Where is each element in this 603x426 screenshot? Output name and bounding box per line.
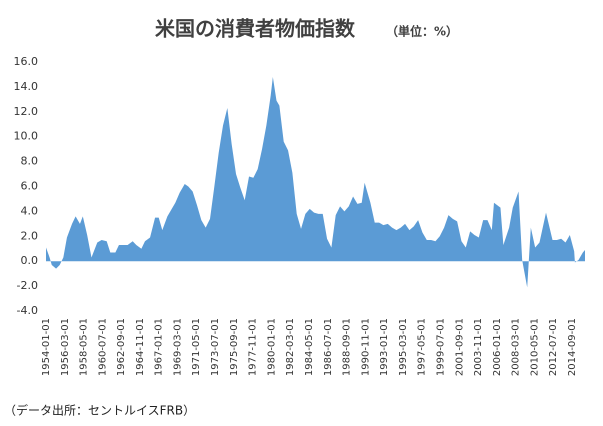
x-tick-label: 2008-03-01 xyxy=(511,318,522,376)
x-tick-label: 1988-09-01 xyxy=(342,318,353,376)
x-tick-label: 1997-05-01 xyxy=(417,318,428,376)
y-tick-label: 8.0 xyxy=(21,155,39,168)
x-tick-label: 2006-01-01 xyxy=(492,318,503,376)
x-tick-label: 2014-09-01 xyxy=(567,318,578,376)
x-tick-label: 2003-11-01 xyxy=(473,318,484,376)
x-tick-label: 2010-05-01 xyxy=(529,318,540,376)
chart-subtitle: （単位：%） xyxy=(386,24,458,39)
y-tick-label: 14.0 xyxy=(14,80,39,93)
x-tick-label: 1990-11-01 xyxy=(360,318,371,376)
x-tick-label: 1973-07-01 xyxy=(210,318,221,376)
x-tick-label: 1993-01-01 xyxy=(379,318,390,376)
x-tick-label: 1964-11-01 xyxy=(135,318,146,376)
x-tick-label: 1977-11-01 xyxy=(248,318,259,376)
x-tick-label: 1980-01-01 xyxy=(266,318,277,376)
x-tick-label: 1960-07-01 xyxy=(97,318,108,376)
x-tick-label: 1986-07-01 xyxy=(323,318,334,376)
y-tick-label: 4.0 xyxy=(21,204,39,217)
x-tick-label: 1995-03-01 xyxy=(398,318,409,376)
y-tick-label: 16.0 xyxy=(14,55,39,68)
source-note: （データ出所：セントルイスFRB） xyxy=(4,403,195,418)
y-tick-label: 10.0 xyxy=(14,130,39,143)
x-tick-label: 1969-03-01 xyxy=(172,318,183,376)
x-tick-label: 1962-09-01 xyxy=(116,318,127,376)
x-tick-label: 1967-01-01 xyxy=(154,318,165,376)
y-tick-label: 2.0 xyxy=(21,229,39,242)
x-tick-label: 1984-05-01 xyxy=(304,318,315,376)
y-tick-label: 6.0 xyxy=(21,180,39,193)
x-tick-label: 1982-03-01 xyxy=(285,318,296,376)
y-tick-label: 0.0 xyxy=(21,254,39,267)
x-tick-label: 1956-03-01 xyxy=(60,318,71,376)
x-tick-label: 1971-05-01 xyxy=(191,318,202,376)
x-tick-label: 1958-05-01 xyxy=(79,318,90,376)
x-tick-label: 1975-09-01 xyxy=(229,318,240,376)
x-tick-label: 1954-01-01 xyxy=(41,318,52,376)
x-tick-label: 1999-07-01 xyxy=(435,318,446,376)
x-tick-label: 2001-09-01 xyxy=(454,318,465,376)
x-tick-label: 2012-07-01 xyxy=(548,318,559,376)
chart-title: 米国の消費者物価指数 xyxy=(155,17,356,41)
y-tick-label: -2.0 xyxy=(17,279,38,292)
area xyxy=(46,76,585,288)
y-tick-label: -4.0 xyxy=(17,304,38,317)
y-tick-label: 12.0 xyxy=(14,105,39,118)
